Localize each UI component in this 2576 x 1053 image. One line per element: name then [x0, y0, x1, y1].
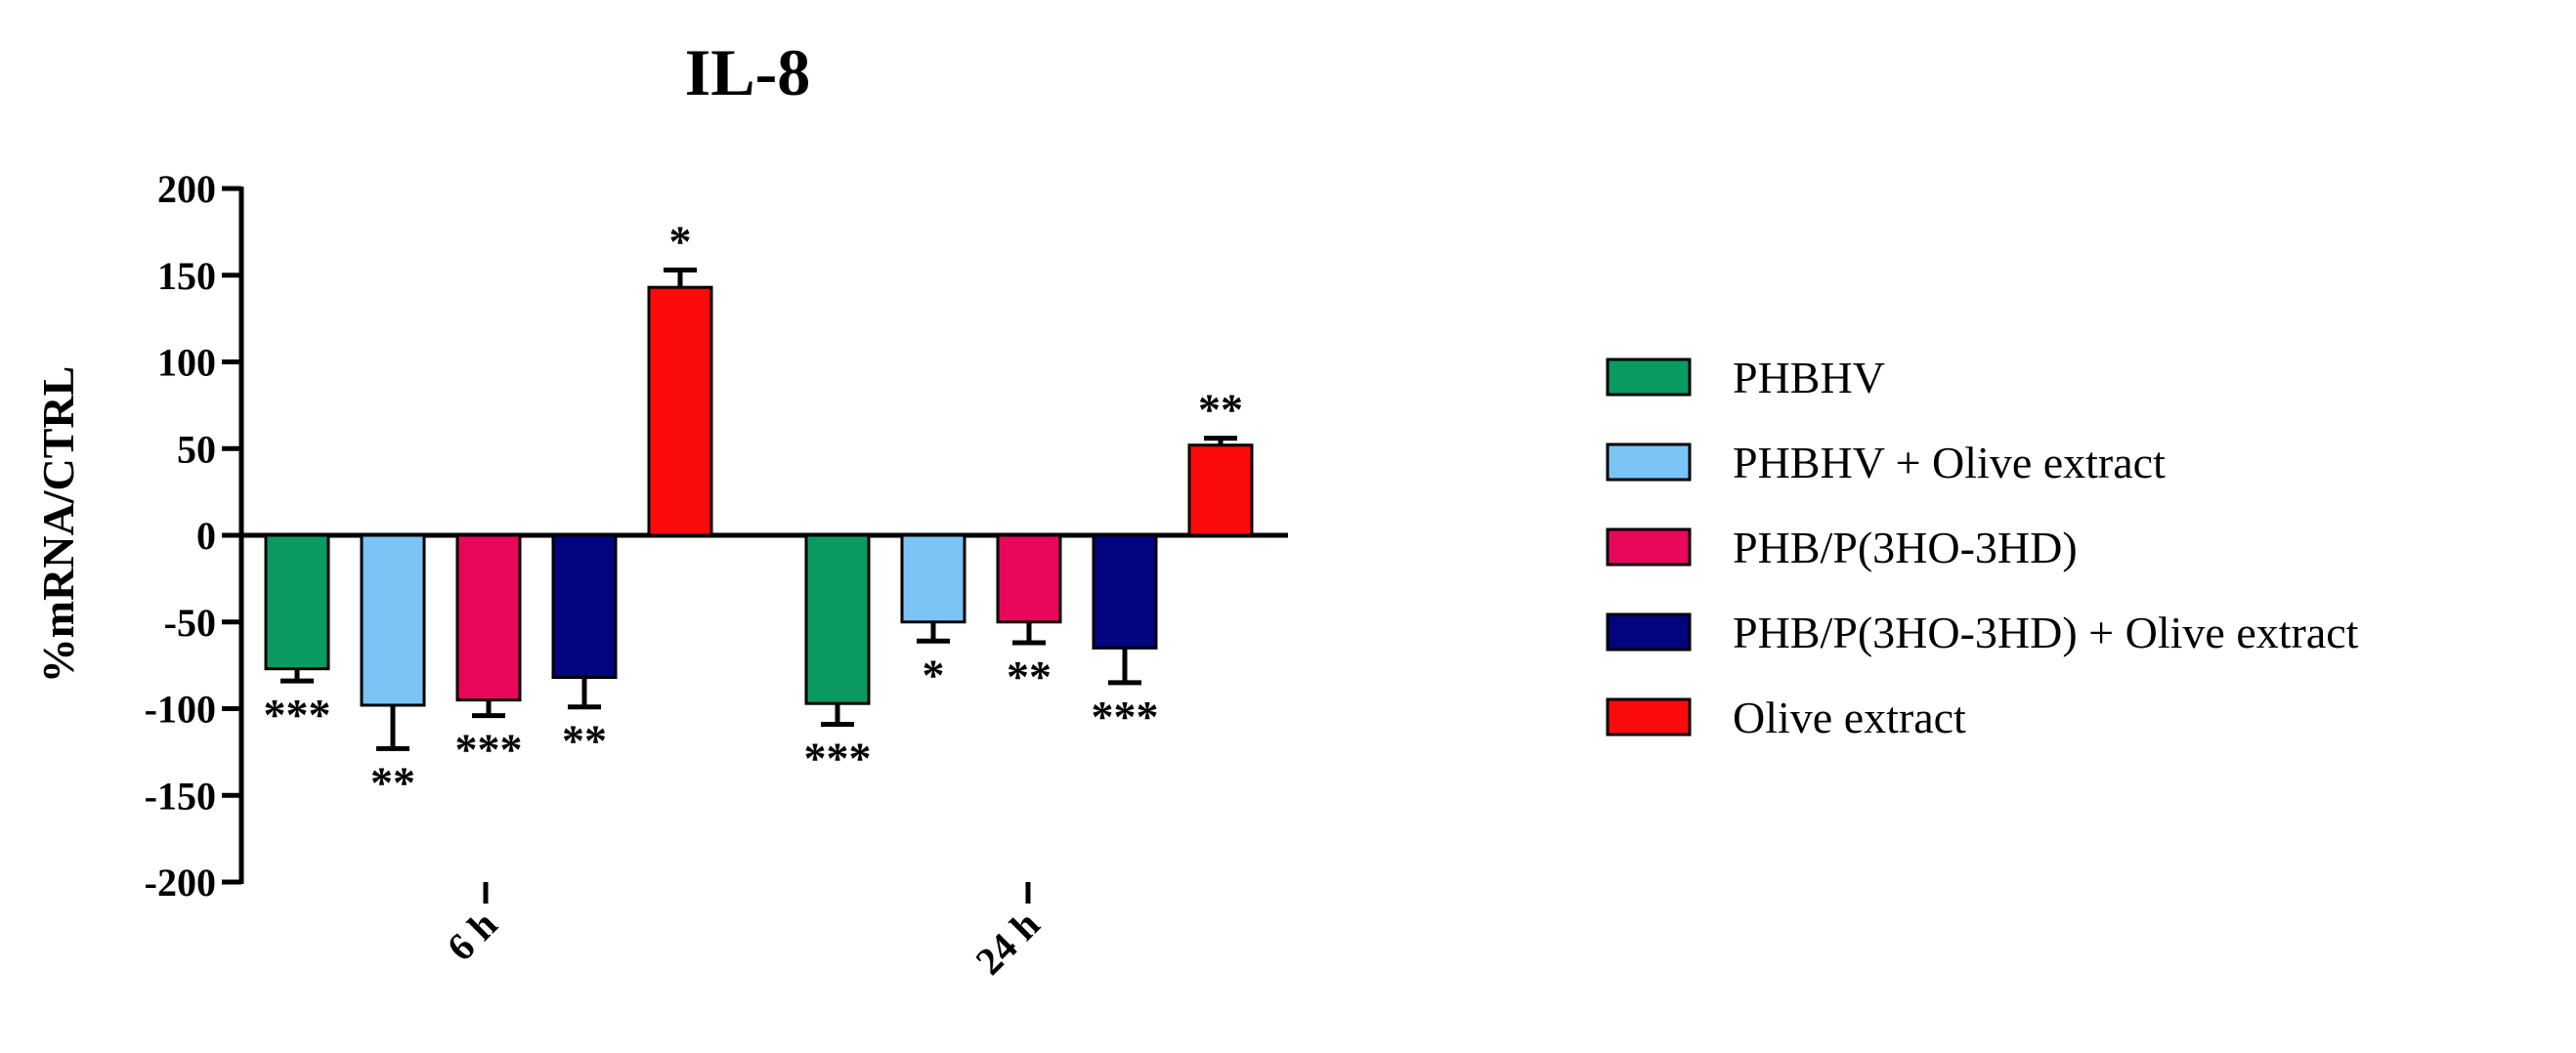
legend: PHBHV PHBHV + Olive extract PHB/P(3HO-3HD)…	[1606, 353, 2359, 742]
chart-title: IL-8	[685, 35, 810, 109]
legend-swatch	[1606, 527, 1692, 567]
y-tick-label: 200	[157, 167, 216, 211]
significance-label: ***	[804, 733, 872, 782]
legend-swatch	[1606, 612, 1692, 652]
legend-label: PHB/P(3HO-3HD) + Olive extract	[1733, 608, 2359, 657]
significance-label: ***	[1092, 692, 1159, 741]
significance-label: **	[1198, 385, 1243, 435]
significance-label: **	[1007, 652, 1052, 701]
legend-label: Olive extract	[1733, 693, 1966, 742]
bar	[804, 533, 871, 705]
legend-swatch	[1606, 697, 1692, 737]
x-tick-label: 24 h	[966, 903, 1048, 984]
y-tick-label: 150	[157, 254, 216, 298]
bar	[1092, 533, 1158, 650]
y-tick-label: -50	[164, 601, 216, 645]
significance-label: **	[562, 716, 607, 766]
bar	[1187, 443, 1254, 537]
y-axis-label: %mRNA/CTRL	[33, 366, 83, 684]
bar	[647, 285, 713, 537]
bar	[455, 533, 522, 702]
bar	[996, 533, 1062, 624]
significance-label: ***	[264, 690, 331, 739]
significance-label: **	[370, 757, 415, 807]
y-tick-label: -150	[145, 774, 216, 818]
bar	[551, 533, 618, 680]
y-tick-label: 0	[196, 514, 216, 558]
bar	[360, 533, 426, 707]
legend-swatch	[1606, 358, 1692, 397]
y-tick-label: -200	[145, 861, 216, 905]
legend-swatch	[1606, 442, 1692, 482]
significance-label: *	[923, 650, 945, 699]
legend-label: PHBHV	[1733, 353, 1885, 402]
y-tick-label: -100	[145, 688, 216, 732]
bar	[900, 533, 966, 624]
significance-label: ***	[455, 725, 523, 775]
bar	[264, 533, 330, 671]
legend-label: PHBHV + Olive extract	[1733, 438, 2166, 487]
significance-label: *	[669, 216, 692, 266]
x-tick-label: 6 h	[439, 903, 506, 970]
legend-label: PHB/P(3HO-3HD)	[1733, 523, 2078, 572]
y-tick-label: 100	[157, 341, 216, 385]
y-tick-label: 50	[177, 427, 216, 471]
